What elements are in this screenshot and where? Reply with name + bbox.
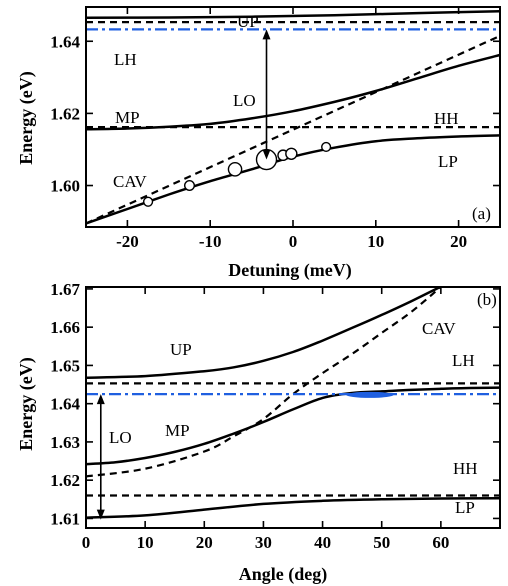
panel-b-ytick-label: 1.63 [50, 433, 80, 452]
panel-a-label-lh: LH [114, 50, 137, 69]
occupation-marker [321, 141, 332, 153]
panel-a-series-cav [86, 34, 500, 225]
panel-a-label-mp: MP [115, 108, 140, 127]
panel-a-ylabel: Energy (eV) [16, 71, 37, 164]
panel-b-series-mp [86, 386, 500, 466]
panel-a-label-cav: CAV [113, 172, 147, 191]
panel-a-series-mp [86, 53, 500, 131]
panel-a-lo-arrowhead-down [262, 149, 271, 160]
panel-b-label-lh: LH [452, 351, 475, 370]
panel-b-ytick-label: 1.65 [50, 356, 80, 375]
panel-b-lo-arrowhead-down [96, 509, 105, 520]
panel-b-xlabel: Angle (deg) [239, 564, 328, 585]
panel-b-label-hh: HH [453, 459, 478, 478]
panel-b-label-lo: LO [109, 428, 132, 447]
panel-a-label-hh: HH [434, 109, 459, 128]
panel-a-xtick-label: -20 [116, 232, 139, 251]
panel-a-tag: (a) [472, 204, 491, 223]
panel-b-label-mp: MP [165, 421, 190, 440]
panel-a-label-lp: LP [438, 152, 458, 171]
panel-b-series-up [86, 287, 442, 379]
panel-a-label-up: UP [237, 12, 259, 31]
panel-a-xtick-label: 10 [367, 232, 384, 251]
panel-b-xtick-label: 30 [255, 533, 272, 552]
panel-b-ytick-label: 1.67 [50, 280, 80, 299]
panel-a-series-up [86, 10, 500, 20]
panel-b-xtick-label: 20 [196, 533, 213, 552]
panel-b-label-cav: CAV [422, 319, 456, 338]
panel-a-xtick-label: 20 [450, 232, 467, 251]
panel-a-xtick-label: 0 [289, 232, 298, 251]
panel-b-ylabel: Energy (eV) [16, 357, 37, 450]
panel-b-ytick-label: 1.66 [50, 318, 80, 337]
panel-b-series-cav [86, 287, 442, 478]
panel-b-xtick-label: 40 [314, 533, 331, 552]
occupation-marker [227, 161, 243, 177]
panel-b-label-up: UP [170, 340, 192, 359]
panel-b-xtick-label: 60 [432, 533, 449, 552]
panel-a-xlabel: Detuning (meV) [228, 260, 352, 281]
panel-b-ytick-label: 1.61 [50, 509, 80, 528]
panel-b: 1.61 1.62 1.63 1.64 1.65 1.66 1.67 0 10 20 30 40 50… [16, 280, 501, 585]
panel-a-xtick-label: -10 [199, 232, 222, 251]
panel-b-tag: (b) [477, 290, 497, 309]
panel-b-xtick-label: 50 [373, 533, 390, 552]
panel-a-ytick-label: 1.60 [50, 177, 80, 196]
panel-b-lo-arrowhead-up [96, 394, 105, 405]
panel-b-xtick-label: 10 [137, 533, 154, 552]
panel-a-ytick-label: 1.62 [50, 104, 80, 123]
panel-b-label-lp: LP [455, 498, 475, 517]
panel-b-ytick-label: 1.62 [50, 471, 80, 490]
panel-a-ytick-label: 1.64 [50, 32, 80, 51]
panel-b-xtick-label: 0 [82, 533, 91, 552]
panel-a-label-lo: LO [233, 91, 256, 110]
panel-a: 1.601.621.64 -20 -10 0 10 20 UP LH LO MP HH … [16, 6, 501, 281]
occupation-marker [183, 180, 195, 192]
panel-a-lo-arrowhead-up [262, 29, 271, 40]
occupation-marker [285, 147, 298, 160]
panel-a-frame [85, 6, 501, 228]
occupation-marker [143, 196, 154, 207]
condensate-spot [346, 391, 394, 398]
panel-b-ytick-label: 1.64 [50, 395, 80, 414]
panel-b-frame [85, 286, 501, 529]
panel-b-series-lp [86, 496, 500, 519]
